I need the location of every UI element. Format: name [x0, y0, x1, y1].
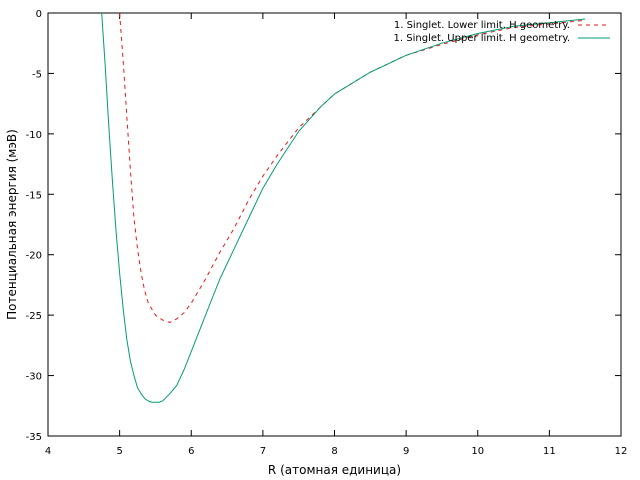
y-tick-label: -20: [26, 251, 42, 262]
series-line-2: [101, 12, 586, 403]
x-tick-label: 6: [188, 446, 194, 457]
y-tick-label: -30: [26, 372, 42, 383]
series-layer: [101, 12, 586, 403]
x-tick-label: 5: [116, 446, 122, 457]
series-line-1: [119, 12, 586, 323]
plot-frame: [47, 12, 622, 437]
y-tick-label: -10: [26, 130, 42, 141]
y-tick-label: 0: [36, 9, 42, 20]
x-tick-label: 12: [615, 446, 628, 457]
y-tick-label: -25: [26, 311, 42, 322]
legend-label-2: 1. Singlet. Upper limit. H geometry.: [394, 33, 570, 44]
y-axis-ticks: 0 -5 -10 -15 -20 -25 -30 -35: [26, 9, 621, 443]
x-tick-label: 9: [403, 446, 409, 457]
legend-label-1: 1. Singlet. Lower limit. H geometry.: [394, 20, 570, 31]
x-axis-title: R (атомная единица): [268, 463, 401, 477]
y-tick-label: -5: [32, 69, 42, 80]
x-tick-label: 10: [471, 446, 484, 457]
x-tick-label: 8: [331, 446, 337, 457]
x-tick-label: 7: [260, 446, 266, 457]
y-tick-label: -15: [26, 190, 42, 201]
x-tick-label: 11: [543, 446, 556, 457]
x-tick-label: 4: [45, 446, 51, 457]
y-tick-label: -35: [26, 432, 42, 443]
legend: 1. Singlet. Lower limit. H geometry. 1. S…: [394, 20, 610, 44]
y-axis-title: Потенциальная энергия (мэВ): [5, 129, 19, 320]
x-axis-ticks: 4 5 6 7 8 9 10 11 12: [45, 13, 628, 457]
